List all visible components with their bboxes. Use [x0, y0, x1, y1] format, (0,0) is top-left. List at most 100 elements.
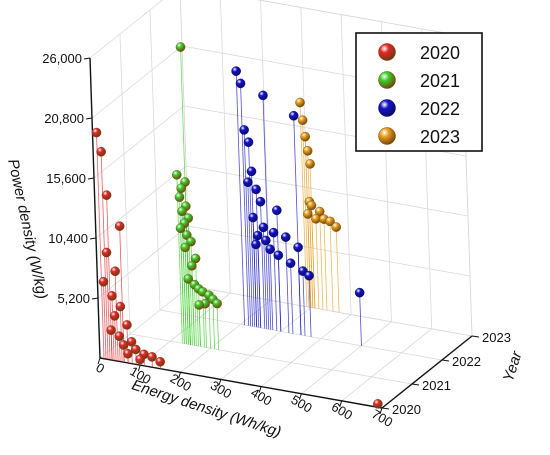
- data-point-2020: [147, 352, 156, 361]
- data-point-2022: [253, 231, 262, 240]
- data-point-2022: [248, 213, 257, 222]
- data-point-2022: [261, 236, 270, 245]
- drop-line: [241, 83, 249, 325]
- data-point-2021: [172, 170, 181, 179]
- drop-line: [278, 255, 281, 331]
- drop-line: [360, 293, 362, 346]
- data-point-2020: [106, 326, 115, 335]
- grid-line: [341, 15, 351, 315]
- data-point-2020: [97, 147, 106, 156]
- z-tick: [88, 178, 94, 179]
- data-point-2022: [286, 259, 295, 268]
- data-point-2022: [293, 243, 302, 252]
- y-tick: [442, 360, 449, 361]
- data-point-2023: [305, 159, 314, 168]
- data-point-2021: [181, 243, 190, 252]
- legend-label-2020: 2020: [420, 43, 460, 63]
- drop-line: [330, 221, 333, 311]
- z-tick-label: 20,800: [44, 111, 84, 126]
- drop-line: [261, 202, 265, 329]
- data-point-2020: [92, 128, 101, 137]
- y-tick-label: 2022: [452, 354, 481, 369]
- drop-line: [188, 279, 190, 345]
- data-point-2022: [243, 178, 252, 187]
- data-point-2020: [119, 340, 128, 349]
- drop-line: [199, 305, 200, 347]
- grid-line: [221, 307, 311, 379]
- data-point-2022: [258, 91, 267, 100]
- drop-line: [336, 227, 339, 312]
- data-point-2020: [123, 349, 132, 358]
- y-tick-label: 2023: [482, 330, 511, 345]
- grid-line: [301, 322, 391, 394]
- legend-marker-2020: [379, 44, 396, 61]
- data-point-2021: [212, 299, 221, 308]
- data-point-2022: [247, 167, 256, 176]
- drop-line: [96, 133, 104, 359]
- data-point-2021: [176, 42, 185, 51]
- data-point-2023: [298, 116, 307, 125]
- data-point-2020: [156, 357, 165, 366]
- drop-line: [194, 285, 196, 346]
- grid-line: [261, 315, 351, 387]
- drop-line: [205, 304, 206, 348]
- data-point-2022: [244, 138, 253, 147]
- legend-marker-2022: [379, 100, 396, 117]
- grid-line: [220, 0, 230, 293]
- data-point-2023: [303, 146, 312, 155]
- data-point-2020: [115, 332, 124, 341]
- data-point-2023: [332, 222, 341, 231]
- legend-marker-2023: [379, 128, 396, 145]
- data-point-2021: [175, 193, 184, 202]
- legend-box: [356, 33, 482, 151]
- data-point-2020: [102, 191, 111, 200]
- grid-line: [186, 166, 468, 216]
- z-tick-label: 26,000: [42, 51, 82, 66]
- data-point-2020: [135, 355, 144, 364]
- data-point-2021: [195, 300, 204, 309]
- grid-line: [342, 329, 432, 401]
- data-point-2022: [240, 125, 249, 134]
- grid-line: [188, 226, 470, 276]
- drop-line: [263, 95, 271, 329]
- data-point-2020: [111, 267, 120, 276]
- y-axis-line: [382, 336, 472, 408]
- data-point-2020: [107, 291, 116, 300]
- data-point-2020: [116, 302, 125, 311]
- data-point-2023: [295, 98, 304, 107]
- data-point-2022: [269, 228, 278, 237]
- grid-line: [180, 0, 462, 36]
- data-point-2022: [259, 223, 268, 232]
- data-point-2023: [311, 214, 320, 223]
- drop-line: [303, 271, 305, 336]
- data-point-2021: [177, 184, 186, 193]
- data-point-2022: [272, 206, 281, 215]
- grid-line: [190, 286, 472, 336]
- y-tick-label: 2020: [392, 402, 421, 417]
- data-point-2023: [301, 132, 310, 141]
- data-point-2020: [115, 222, 124, 231]
- data-point-2022: [236, 79, 245, 88]
- legend-marker-2021: [379, 72, 396, 89]
- data-point-2022: [289, 111, 298, 120]
- data-point-2022: [256, 197, 265, 206]
- grid-line: [94, 106, 184, 178]
- data-point-2022: [232, 67, 241, 76]
- z-tick-label: 10,400: [48, 231, 88, 246]
- legend-label-2023: 2023: [420, 127, 460, 147]
- drop-line: [298, 247, 301, 335]
- z-tick: [84, 58, 90, 59]
- data-point-2022: [281, 232, 290, 241]
- z-tick: [90, 238, 96, 239]
- drop-line: [286, 237, 289, 333]
- z-axis-title: Power density (W/kg): [4, 158, 50, 301]
- drop-line: [236, 71, 244, 325]
- y-tick: [472, 336, 479, 337]
- legend-label-2021: 2021: [420, 71, 460, 91]
- data-point-2023: [307, 201, 316, 210]
- x-tick-label: 0: [93, 360, 107, 377]
- data-point-2022: [251, 185, 260, 194]
